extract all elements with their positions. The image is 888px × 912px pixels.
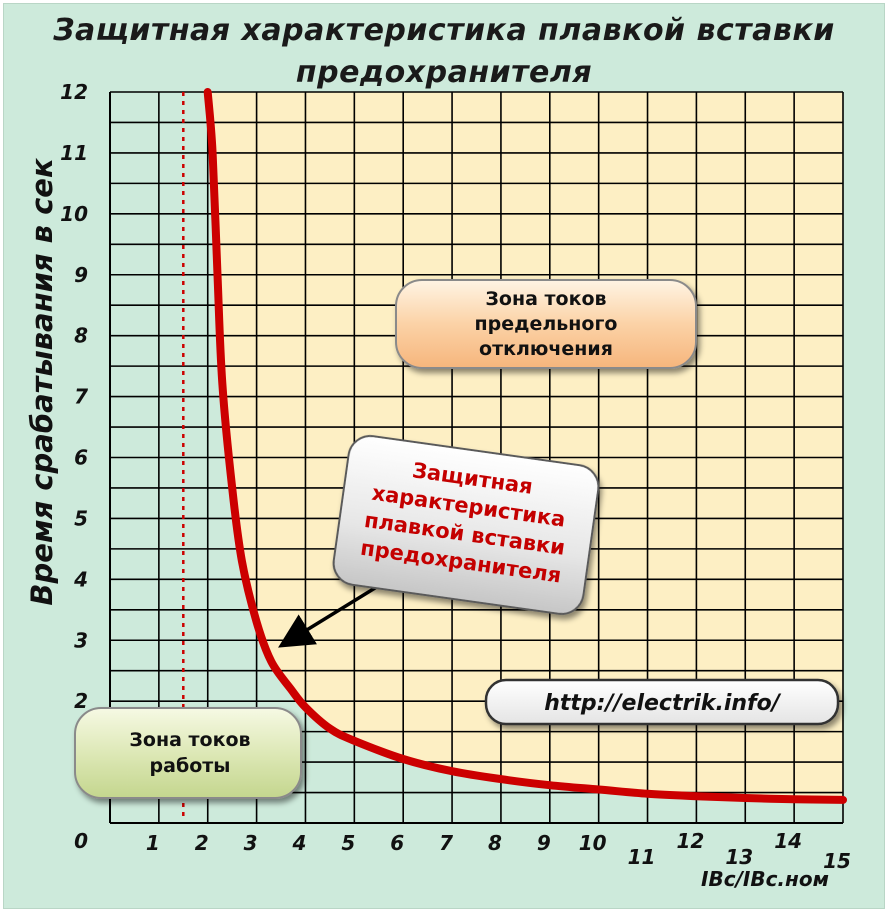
x-tick-label: 10 — [579, 831, 607, 855]
y-tick-label: 6 — [74, 446, 88, 470]
series-line — [203, 88, 847, 804]
x-tick-label: 1 — [146, 831, 160, 855]
x-axis-label: IBc/IBc.ном — [701, 867, 829, 891]
chart-title-line-1: Защитная характеристика плавкой вставки — [53, 13, 835, 48]
y-tick-label: 7 — [74, 385, 88, 409]
y-tick-label: 11 — [60, 141, 88, 165]
x-tick-label: 13 — [725, 845, 753, 869]
operating-zone-label-line: Зона токов — [129, 729, 250, 751]
x-tick-label: 12 — [676, 829, 704, 853]
x-tick-label: 9 — [537, 831, 551, 855]
y-tick-label: 8 — [74, 324, 88, 348]
trip-zone-label-line: предельного — [475, 313, 618, 335]
trip-zone-area — [207, 92, 843, 800]
y-tick-label: 5 — [74, 506, 88, 530]
x-tick-label: 6 — [390, 831, 404, 855]
y-axis-label: Время срабатывания в сек — [25, 157, 59, 606]
x-tick-label: 11 — [628, 845, 656, 869]
y-tick-label: 3 — [74, 628, 88, 652]
y-tick-label: 0 — [74, 829, 88, 853]
trip-zone-label-line: Зона токов — [485, 288, 606, 310]
url-text: http://electrik.info/ — [544, 691, 782, 716]
url-annotation: http://electrik.info/ — [484, 678, 840, 726]
y-tick-label: 4 — [73, 567, 88, 591]
curve-callout: Защитная характеристика плавкой вставки … — [332, 435, 600, 615]
operating-zone-label-line: работы — [150, 755, 231, 777]
x-tick-label: 2 — [195, 831, 209, 855]
y-tick-label: 12 — [60, 80, 88, 104]
callout-arrow — [278, 578, 389, 648]
operating-zone-annotation: Зона токов работы — [74, 707, 302, 799]
y-tick-label: 9 — [74, 263, 88, 287]
trip-zone-label-line: отключения — [479, 338, 613, 360]
x-tick-label: 14 — [774, 829, 802, 853]
x-tick-label: 4 — [292, 831, 307, 855]
x-tick-label: 15 — [823, 849, 851, 873]
trip-zone-annotation: Зона токов предельного отключения — [395, 279, 697, 369]
chart-title-line-2: предохранителя — [295, 55, 593, 90]
chart-title: Защитная характеристика плавкой вставки … — [0, 10, 888, 94]
y-tick-label: 10 — [60, 202, 88, 226]
y-axis-ticks: 0123456789101112 — [60, 80, 88, 853]
x-tick-label: 3 — [244, 831, 258, 855]
x-tick-label: 7 — [439, 831, 453, 855]
y-tick-label: 2 — [74, 689, 88, 713]
x-tick-label: 8 — [488, 831, 502, 855]
x-tick-label: 5 — [341, 831, 355, 855]
